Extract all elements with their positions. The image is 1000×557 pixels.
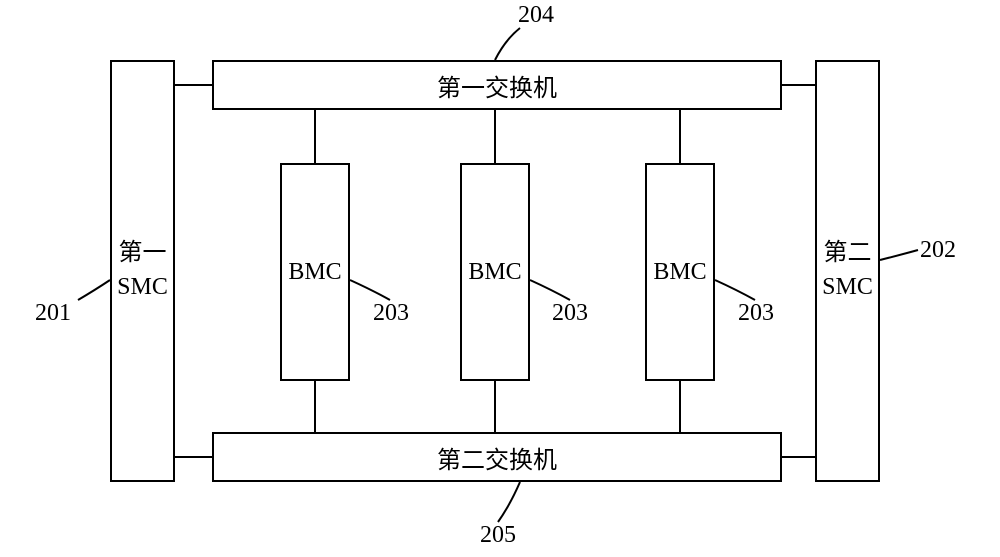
conn-smc1-sw2 <box>175 456 212 458</box>
ref-203c: 203 <box>738 300 774 327</box>
smc1-line1: 第一 <box>117 237 168 271</box>
conn-bmc2-sw1 <box>494 110 496 163</box>
node-smc2: 第二 SMC <box>815 60 880 482</box>
ref-205: 205 <box>480 522 516 549</box>
node-smc2-label: 第二 SMC <box>822 237 873 304</box>
conn-bmc1-sw2 <box>314 381 316 432</box>
ref-203b: 203 <box>552 300 588 327</box>
conn-bmc1-sw1 <box>314 110 316 163</box>
conn-bmc3-sw1 <box>679 110 681 163</box>
node-bmc3: BMC <box>645 163 715 381</box>
conn-smc2-sw1 <box>782 84 815 86</box>
conn-smc1-sw1 <box>175 84 212 86</box>
bmc2-label: BMC <box>468 259 521 286</box>
node-smc1-label: 第一 SMC <box>117 237 168 304</box>
node-smc1: 第一 SMC <box>110 60 175 482</box>
bmc3-label: BMC <box>653 259 706 286</box>
smc2-line2: SMC <box>822 271 873 305</box>
switch2-label: 第二交换机 <box>437 440 557 475</box>
node-bmc1: BMC <box>280 163 350 381</box>
ref-201: 201 <box>35 300 71 327</box>
smc1-line2: SMC <box>117 271 168 305</box>
node-switch1: 第一交换机 <box>212 60 782 110</box>
conn-bmc3-sw2 <box>679 381 681 432</box>
switch1-label: 第一交换机 <box>437 68 557 103</box>
ref-203a: 203 <box>373 300 409 327</box>
smc2-line1: 第二 <box>822 237 873 271</box>
conn-bmc2-sw2 <box>494 381 496 432</box>
bmc1-label: BMC <box>288 259 341 286</box>
node-switch2: 第二交换机 <box>212 432 782 482</box>
ref-204: 204 <box>518 2 554 29</box>
conn-smc2-sw2 <box>782 456 815 458</box>
node-bmc2: BMC <box>460 163 530 381</box>
ref-202: 202 <box>920 237 956 264</box>
